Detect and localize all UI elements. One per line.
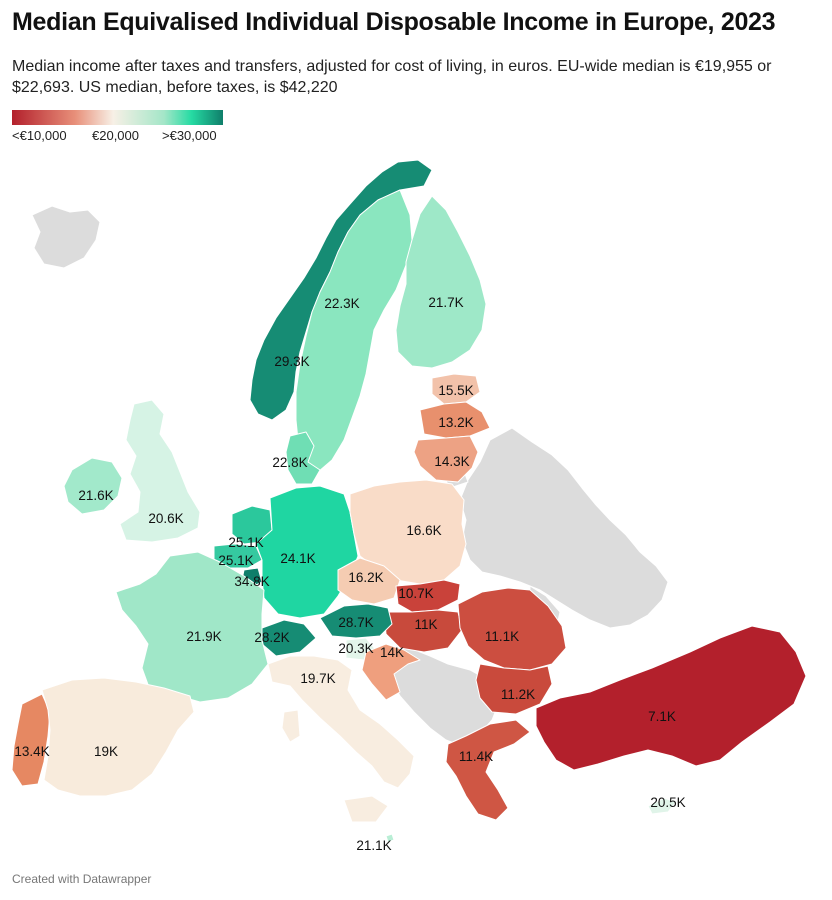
region-shape-spain <box>41 677 195 797</box>
region-shape-switzerland <box>261 619 317 657</box>
value-label-czechia: 16.2K <box>348 570 383 585</box>
region-shape-croatia <box>361 643 421 701</box>
region-shape-latvia <box>419 401 491 439</box>
value-label-norway: 29.3K <box>274 354 309 369</box>
value-label-lithuania: 14.3K <box>434 454 469 469</box>
region-shape-austria <box>319 603 393 639</box>
value-label-united-kingdom: 20.6K <box>148 511 183 526</box>
value-label-switzerland: 28.2K <box>254 630 289 645</box>
region-shape-turkey <box>535 625 807 771</box>
value-label-spain: 19K <box>94 744 118 759</box>
value-label-greece: 11.4K <box>459 749 493 764</box>
legend-low-label: <€10,000 <box>12 128 67 143</box>
value-label-romania: 11.1K <box>485 629 519 644</box>
region-shape-france <box>115 551 269 703</box>
region-shape-sardinia <box>281 709 301 743</box>
value-label-bulgaria: 11.2K <box>501 687 535 702</box>
value-label-austria: 28.7K <box>338 615 373 630</box>
value-label-malta: 21.1K <box>356 838 391 850</box>
legend-mid-label: €20,000 <box>92 128 139 143</box>
value-label-slovenia: 20.3K <box>338 641 373 656</box>
value-label-belgium: 25.1K <box>218 553 253 568</box>
value-label-italy: 19.7K <box>300 671 335 686</box>
value-label-luxembourg: 34.8K <box>234 574 269 589</box>
region-shape-poland <box>349 479 467 585</box>
legend-gradient-bar <box>12 110 223 125</box>
region-shape-ireland <box>63 457 123 515</box>
region-shape-italy <box>267 655 415 789</box>
region-shape-finland <box>395 195 487 369</box>
chart-subtitle: Median income after taxes and transfers,… <box>12 58 772 96</box>
value-label-netherlands: 25.1K <box>228 535 263 550</box>
value-label-estonia: 15.5K <box>438 383 473 398</box>
chart-title: Median Equivalised Individual Disposable… <box>12 8 776 36</box>
datawrapper-credit: Created with Datawrapper <box>12 872 152 886</box>
iceland-shape <box>31 205 101 269</box>
region-shape-lithuania <box>413 435 479 483</box>
europe-map: 29.3K 22.3K 21.7K 15.5K 13.2K 14.3K 22.8K 21.6K… <box>11 159 807 850</box>
value-label-slovakia: 10.7K <box>398 586 433 601</box>
value-label-portugal: 13.4K <box>14 744 49 759</box>
region-shape-germany <box>255 485 359 619</box>
value-label-finland: 21.7K <box>428 295 463 310</box>
color-legend: <€10,000 €20,000 >€30,000 <box>12 110 226 146</box>
region-shape-cyprus <box>647 797 677 815</box>
value-label-croatia: 14K <box>380 645 404 660</box>
region-shape-malta <box>385 833 395 843</box>
value-label-poland: 16.6K <box>406 523 441 538</box>
value-label-sweden: 22.3K <box>324 296 359 311</box>
region-shape-romania <box>457 587 567 671</box>
region-shape-estonia <box>431 373 481 405</box>
region-shape-bulgaria <box>475 663 553 715</box>
region-shape-united-kingdom <box>119 399 201 543</box>
region-shape-czechia <box>337 557 401 605</box>
region-shape-denmark <box>285 431 321 485</box>
region-shape-greece <box>445 719 531 821</box>
region-shape-sicily <box>343 795 389 823</box>
value-label-hungary: 11K <box>414 617 437 632</box>
region-shape-hungary <box>383 609 463 653</box>
region-shape-slovakia <box>395 579 461 613</box>
value-label-denmark: 22.8K <box>272 455 307 470</box>
value-label-ireland: 21.6K <box>78 488 113 503</box>
value-label-latvia: 13.2K <box>438 415 473 430</box>
value-label-germany: 24.1K <box>280 551 315 566</box>
value-label-france: 21.9K <box>186 629 221 644</box>
region-shape-portugal <box>11 693 51 787</box>
legend-high-label: >€30,000 <box>162 128 217 143</box>
region-shape-sweden <box>295 189 413 473</box>
value-label-cyprus: 20.5K <box>650 795 685 810</box>
value-label-turkey: 7.1K <box>648 709 676 724</box>
